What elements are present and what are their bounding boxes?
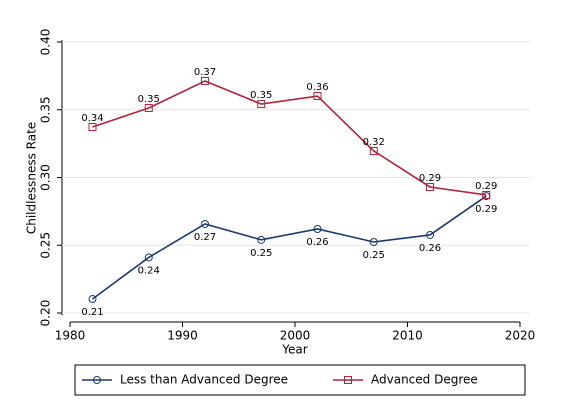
x-tick-label: 2010 xyxy=(392,329,423,343)
marker xyxy=(257,100,266,109)
value-label: 0.27 xyxy=(194,232,216,243)
x-tick-label: 1980 xyxy=(55,329,86,343)
series-line xyxy=(92,195,487,300)
marker xyxy=(313,224,322,233)
marker xyxy=(88,122,97,131)
value-label: 0.32 xyxy=(363,137,385,148)
value-label: 0.24 xyxy=(138,265,160,276)
marker xyxy=(93,376,101,384)
y-tick-label: 0.40 xyxy=(39,29,53,56)
value-label: 0.25 xyxy=(363,250,385,261)
x-tick-label: 2020 xyxy=(505,329,536,343)
marker xyxy=(257,235,266,244)
y-tick-label: 0.30 xyxy=(39,164,53,191)
legend-label: Advanced Degree xyxy=(371,373,478,387)
marker xyxy=(426,230,434,239)
series-line xyxy=(92,80,487,196)
value-label: 0.26 xyxy=(306,237,328,248)
legend xyxy=(74,364,526,396)
value-label: 0.36 xyxy=(306,82,328,93)
value-label: 0.35 xyxy=(250,90,272,101)
marker xyxy=(344,376,352,384)
marker xyxy=(482,190,491,199)
value-label: 0.37 xyxy=(194,67,216,78)
value-label: 0.21 xyxy=(81,307,103,318)
marker xyxy=(144,103,153,112)
marker xyxy=(201,219,209,228)
x-tick-label: 1990 xyxy=(167,329,198,343)
marker xyxy=(426,182,434,191)
value-label: 0.26 xyxy=(419,243,441,254)
marker xyxy=(144,253,153,262)
legend-label: Less than Advanced Degree xyxy=(120,373,288,387)
marker xyxy=(369,146,378,155)
y-axis-title: Childlessness Rate xyxy=(25,122,39,234)
marker xyxy=(88,295,97,304)
y-tick-label: 0.25 xyxy=(39,232,53,259)
x-axis-title: Year xyxy=(281,343,307,357)
value-label: 0.29 xyxy=(475,181,497,192)
y-tick-label: 0.20 xyxy=(39,300,53,327)
value-label: 0.29 xyxy=(419,173,441,184)
marker xyxy=(201,77,209,86)
value-label: 0.29 xyxy=(475,204,497,215)
value-label: 0.35 xyxy=(138,94,160,105)
marker xyxy=(313,92,322,101)
x-tick-label: 2000 xyxy=(280,329,311,343)
value-label: 0.34 xyxy=(81,113,103,124)
value-label: 0.25 xyxy=(250,248,272,259)
y-tick-label: 0.35 xyxy=(39,96,53,123)
marker xyxy=(369,237,378,246)
